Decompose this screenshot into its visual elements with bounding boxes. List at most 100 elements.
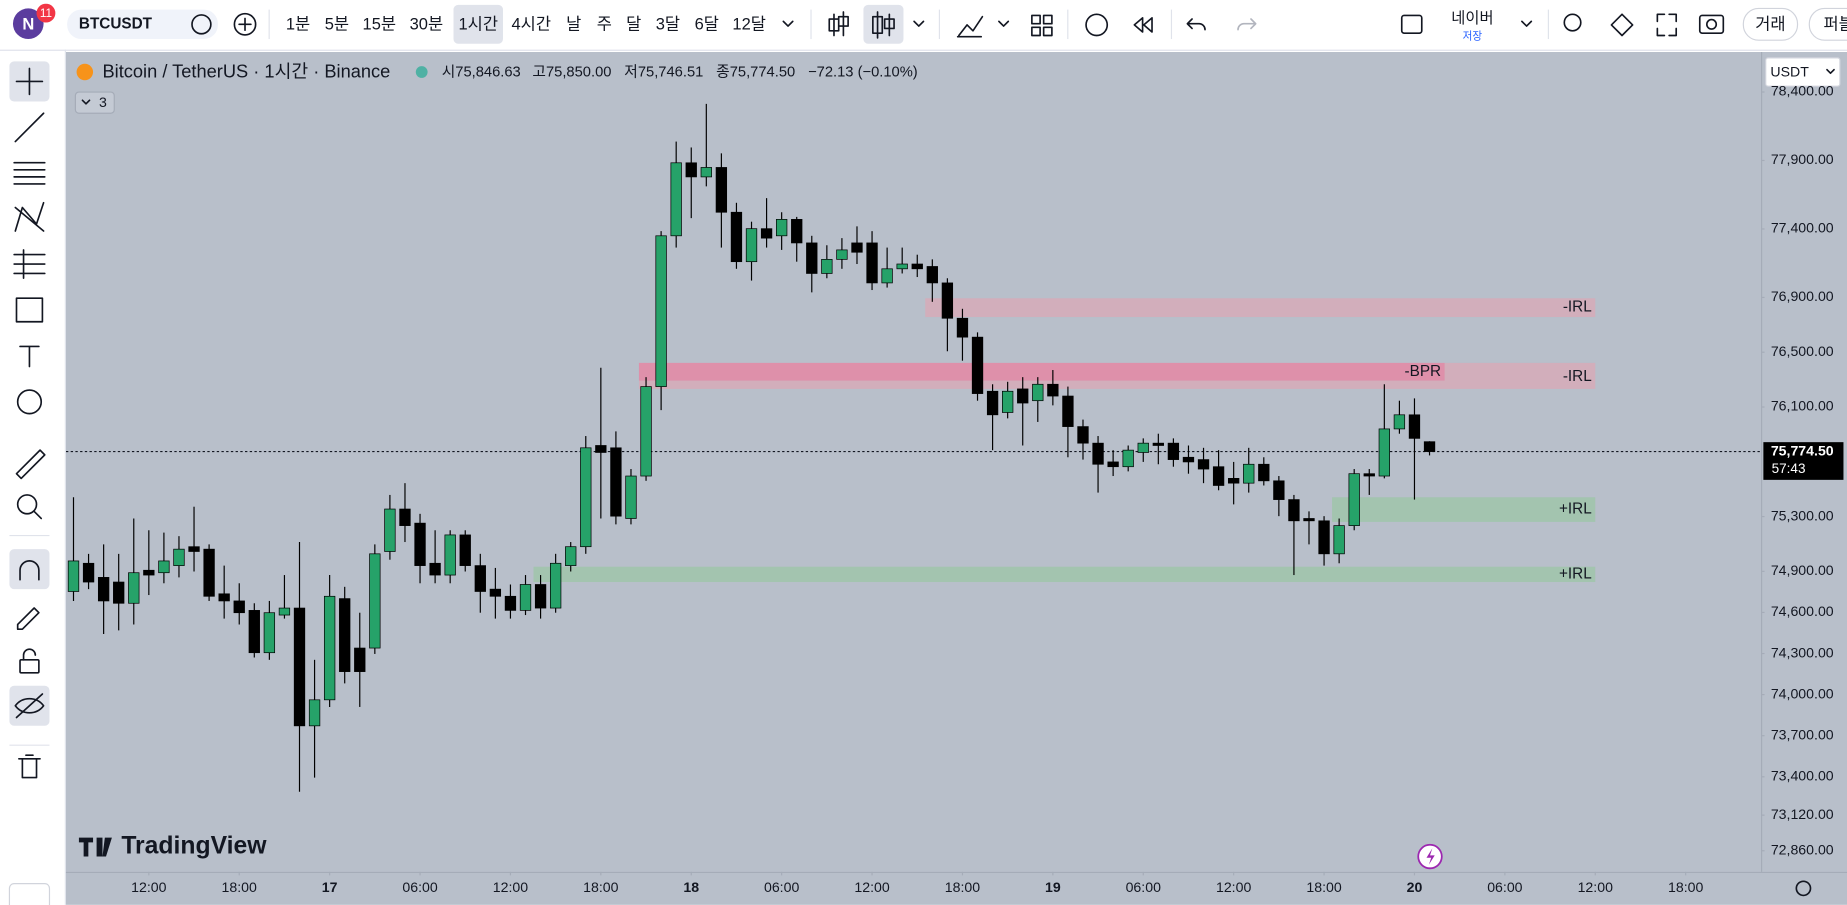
candle-body <box>474 565 486 592</box>
price-label-bg <box>1763 442 1844 480</box>
redo-icon[interactable] <box>1237 18 1257 31</box>
indicators-dropdown[interactable] <box>998 20 1010 27</box>
magnet-icon[interactable] <box>19 560 40 581</box>
undo-icon[interactable] <box>1186 18 1206 31</box>
interval[interactable]: 30분 <box>410 15 444 33</box>
symbol-icon[interactable] <box>191 14 212 35</box>
branding: TradingView <box>121 833 267 860</box>
lock-icon[interactable] <box>19 658 40 674</box>
interval[interactable]: 6달 <box>695 14 719 33</box>
interval[interactable]: 4시간 <box>511 14 551 33</box>
candle-body <box>429 562 441 576</box>
bars-icon[interactable] <box>828 11 849 37</box>
x-tick-label: 18:00 <box>222 879 257 895</box>
candle-body <box>1228 478 1240 484</box>
candle-body <box>851 242 863 253</box>
text-icon[interactable] <box>19 345 40 368</box>
layout-icon[interactable] <box>1400 14 1423 34</box>
forecast-icon[interactable] <box>13 249 46 279</box>
trade-button[interactable] <box>1742 7 1799 41</box>
zone <box>638 362 1445 381</box>
x-tick-label: 12:00 <box>1216 879 1251 895</box>
legend-ohlc: 저75,746.51 <box>624 64 703 81</box>
zone <box>533 566 1596 583</box>
y-tick-label: 76,500.00 <box>1771 343 1834 359</box>
avatar[interactable] <box>12 8 44 40</box>
symbol[interactable]: BTCUSDT <box>79 15 153 32</box>
x-tick-label: 12:00 <box>1578 879 1613 895</box>
ruler-icon[interactable] <box>15 449 46 480</box>
magnet-selected <box>9 549 50 590</box>
broker-dropdown[interactable] <box>1521 20 1533 27</box>
crosshair-icon[interactable] <box>15 67 44 96</box>
candle-body <box>986 390 999 416</box>
emoji-icon[interactable] <box>16 389 43 415</box>
layouts-icon[interactable] <box>1031 14 1053 37</box>
fullscreen-icon[interactable] <box>1656 13 1678 37</box>
y-tick-label: 73,700.00 <box>1771 726 1834 742</box>
publish-button[interactable] <box>1808 7 1847 41</box>
trendline-icon[interactable] <box>14 112 45 143</box>
settings-icon[interactable] <box>1610 13 1634 37</box>
draw-mode-icon[interactable] <box>16 607 40 631</box>
search-icon[interactable] <box>1563 13 1582 32</box>
symbol-search[interactable] <box>67 9 218 40</box>
badge-count: 11 <box>40 7 52 20</box>
candle-body <box>896 263 908 270</box>
interval[interactable]: 5분 <box>325 15 349 33</box>
interval[interactable]: 1분 <box>286 15 310 33</box>
candle-body <box>323 595 336 701</box>
candle-body <box>233 600 245 614</box>
zone-label: +IRL <box>1559 501 1592 518</box>
candle-body <box>549 562 562 609</box>
candle-body <box>595 445 607 453</box>
zoom-icon[interactable] <box>16 494 38 515</box>
y-tick-label: 78,400.00 <box>1771 83 1834 99</box>
interval[interactable]: 15분 <box>363 15 397 33</box>
candle-body <box>1212 466 1225 486</box>
fib-icon[interactable] <box>13 161 46 185</box>
legend-ohlc: 종75,774.50 <box>716 65 795 81</box>
compare-button[interactable] <box>233 12 257 36</box>
interval[interactable]: 3달 <box>656 14 680 33</box>
candles-icon[interactable] <box>872 11 895 39</box>
candle-body <box>489 588 502 597</box>
shapes-icon[interactable] <box>15 297 44 323</box>
indicators-toggle[interactable] <box>74 91 115 114</box>
market-status <box>415 66 428 78</box>
alert-icon[interactable] <box>1085 13 1109 37</box>
zone-label: -IRL <box>1563 299 1592 316</box>
candle-body <box>308 699 321 727</box>
x-tick-label: 06:00 <box>764 879 799 895</box>
candle-body <box>339 598 351 672</box>
avatar-letter: N <box>22 15 34 33</box>
interval-dropdown[interactable] <box>782 20 794 27</box>
replay-icon[interactable] <box>1133 17 1153 33</box>
interval[interactable]: 달 <box>626 14 641 33</box>
candle-body <box>354 647 366 672</box>
candle-body <box>188 546 200 552</box>
indicators-icon[interactable] <box>956 15 984 38</box>
lightning-icon <box>1426 848 1435 865</box>
chart-type-dropdown[interactable] <box>913 20 925 27</box>
candle-body <box>459 534 471 566</box>
trash-icon[interactable] <box>18 754 41 779</box>
candle-body <box>1408 414 1421 439</box>
hide-icon[interactable] <box>14 693 45 719</box>
interval[interactable]: 12달 <box>732 14 766 33</box>
candle-body <box>143 569 155 576</box>
interval-selected <box>453 4 503 44</box>
candle-body <box>1047 383 1059 397</box>
broker[interactable]: 네이버 <box>1451 10 1493 27</box>
interval[interactable]: 1시간 <box>458 14 498 33</box>
currency-select[interactable] <box>1765 57 1841 87</box>
snapshot-icon[interactable] <box>1698 14 1725 34</box>
interval[interactable]: 날 <box>566 14 581 33</box>
price-label: 75,774.50 <box>1771 442 1834 458</box>
candle-body <box>911 263 923 270</box>
interval[interactable]: 주 <box>597 15 612 33</box>
watchlist-button[interactable] <box>8 883 51 905</box>
axis-settings[interactable] <box>1795 880 1812 897</box>
candle-body <box>128 572 140 604</box>
pattern-icon[interactable] <box>14 201 45 232</box>
